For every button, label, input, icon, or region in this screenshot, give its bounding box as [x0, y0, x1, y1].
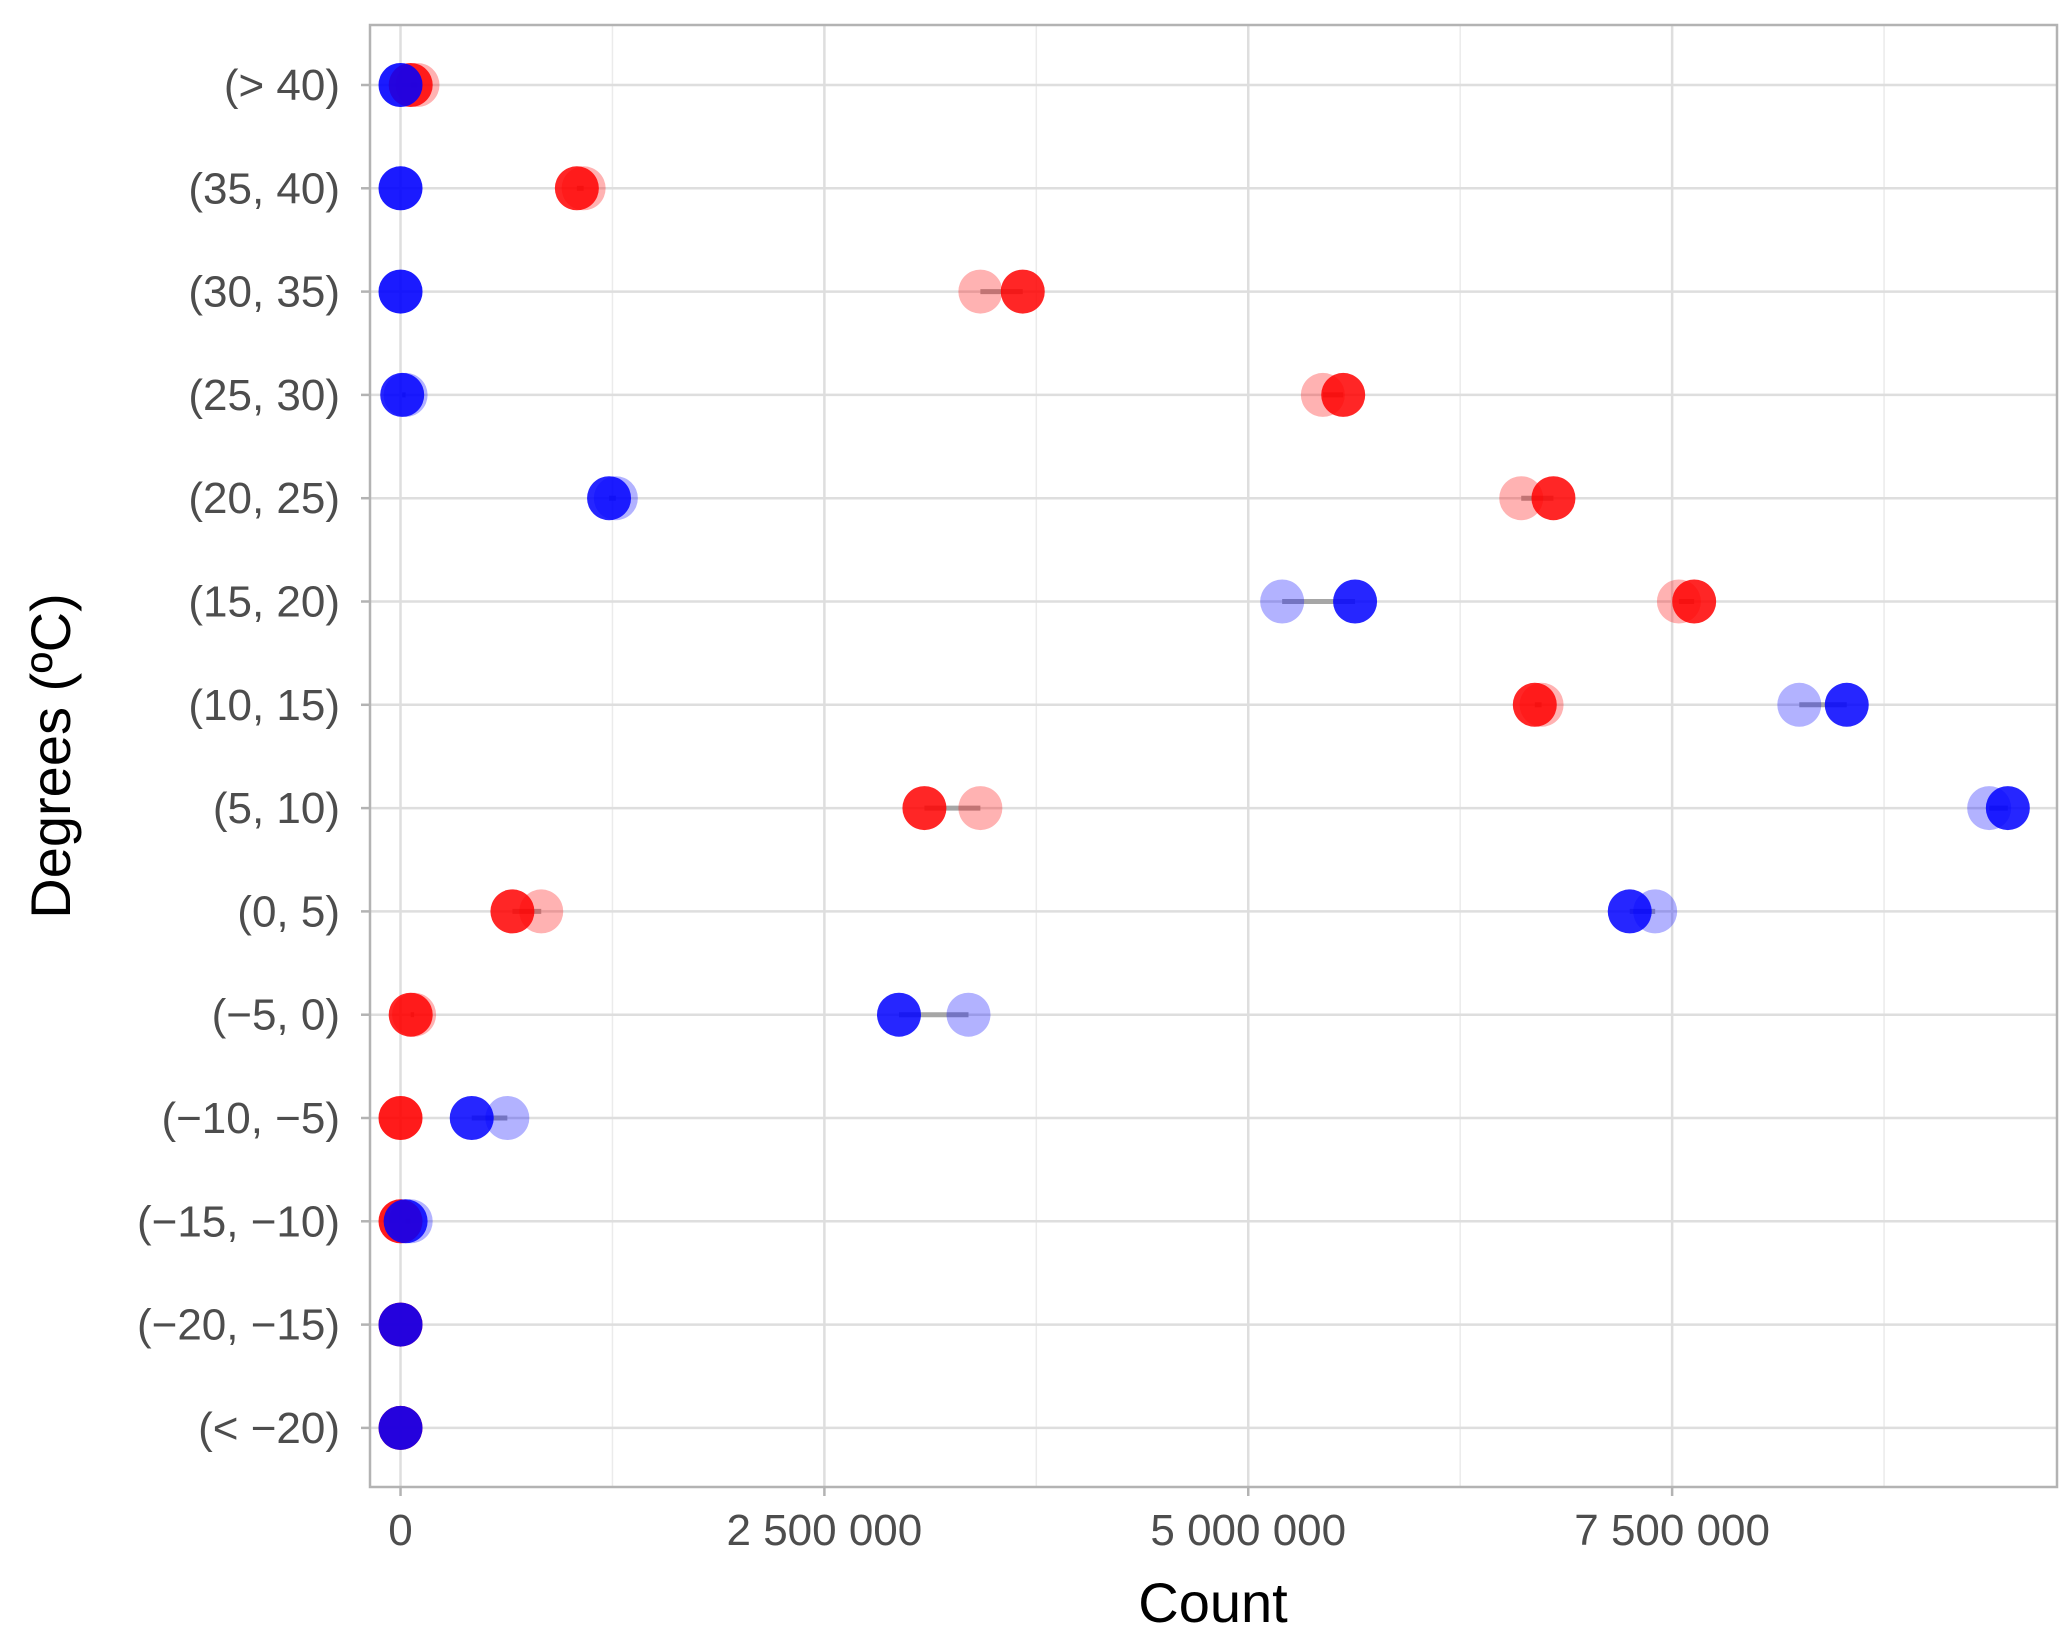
- plot-background: [370, 25, 2057, 1487]
- x-tick-labels: 0 2 500 000 5 000 000 7 500 000: [388, 1487, 1770, 1555]
- end-point: [1824, 682, 1869, 727]
- end-point: [587, 476, 632, 521]
- y-tick-label: (0, 5): [237, 887, 340, 936]
- y-axis-title: Degrees (ºC): [19, 593, 82, 918]
- y-tick-label: (> 40): [224, 61, 340, 110]
- start-point: [1777, 682, 1822, 727]
- y-tick-label: (30, 35): [188, 268, 340, 317]
- end-point: [378, 166, 423, 211]
- grid-lines: [370, 25, 2057, 1487]
- end-point: [383, 1199, 428, 1244]
- end-point: [1333, 579, 1378, 624]
- end-point: [388, 992, 433, 1037]
- y-tick-label: (35, 40): [188, 164, 340, 213]
- x-tick-label: 0: [388, 1506, 412, 1555]
- start-point: [1499, 476, 1544, 521]
- end-point: [1985, 786, 2030, 831]
- end-point: [1000, 269, 1045, 314]
- y-tick-label: (−10, −5): [161, 1094, 340, 1143]
- end-point: [1512, 682, 1557, 727]
- end-point: [380, 372, 425, 417]
- y-tick-label: (−20, −15): [137, 1301, 340, 1350]
- end-point: [1672, 579, 1717, 624]
- x-tick-label: 2 500 000: [727, 1506, 923, 1555]
- end-point: [378, 1405, 423, 1450]
- data-points: [378, 63, 2030, 1450]
- end-point: [1531, 476, 1576, 521]
- x-tick-label: 5 000 000: [1150, 1506, 1346, 1555]
- plot-border: [368, 23, 2059, 1489]
- y-tick-label: (5, 10): [213, 784, 340, 833]
- end-point: [1321, 372, 1366, 417]
- y-tick-label: (−15, −10): [137, 1197, 340, 1246]
- end-point: [902, 786, 947, 831]
- y-tick-labels: (> 40) (35, 40) (30, 35) (25, 30) (20, 25) (1…: [137, 61, 370, 1453]
- x-axis-title: Count: [1138, 1571, 1288, 1634]
- end-point: [554, 166, 599, 211]
- end-point: [490, 889, 535, 934]
- end-point: [876, 992, 921, 1037]
- y-tick-label: (< −20): [198, 1404, 340, 1453]
- start-point: [1260, 579, 1305, 624]
- end-point: [378, 63, 423, 107]
- y-tick-label: (10, 15): [188, 681, 340, 730]
- y-tick-label: (20, 25): [188, 474, 340, 523]
- y-tick-label: (25, 30): [188, 371, 340, 420]
- start-point: [946, 992, 991, 1037]
- start-point: [958, 269, 1003, 314]
- y-tick-label: (−5, 0): [212, 991, 340, 1040]
- end-point: [378, 1096, 423, 1140]
- end-point: [378, 269, 423, 314]
- end-point: [1607, 889, 1652, 934]
- start-point: [958, 786, 1003, 831]
- y-tick-label: (15, 20): [188, 578, 340, 627]
- x-tick-label: 7 500 000: [1574, 1506, 1770, 1555]
- end-point: [378, 1302, 423, 1347]
- start-point: [485, 1096, 530, 1140]
- end-point: [449, 1096, 494, 1140]
